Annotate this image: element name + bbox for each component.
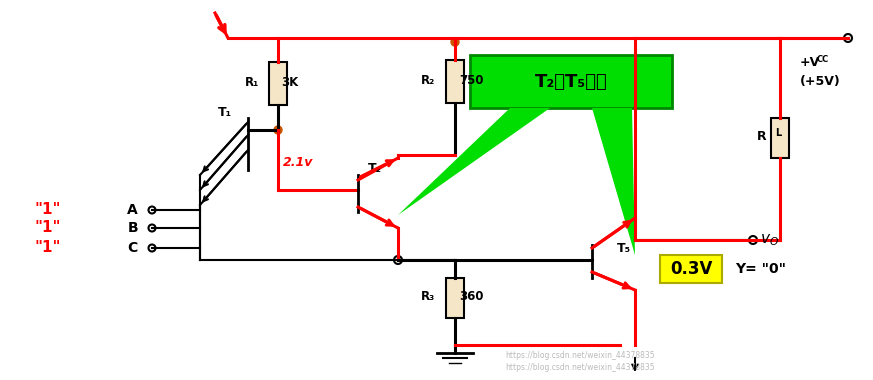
Text: T₅: T₅: [617, 242, 631, 255]
Bar: [771, 118, 789, 158]
Bar: [446, 60, 464, 103]
Text: T₂: T₂: [368, 162, 382, 174]
Text: R: R: [756, 130, 766, 142]
Bar: [446, 278, 464, 318]
Text: B: B: [127, 221, 138, 235]
Text: $v_O$: $v_O$: [760, 232, 779, 248]
Circle shape: [274, 126, 282, 134]
Text: C: C: [127, 241, 138, 255]
Circle shape: [451, 38, 459, 46]
Text: R₂: R₂: [421, 73, 435, 87]
Text: A: A: [127, 203, 138, 217]
Bar: [660, 255, 722, 283]
Text: Y= "0": Y= "0": [735, 262, 786, 276]
Text: R₃: R₃: [421, 290, 435, 302]
Text: 750: 750: [459, 73, 484, 87]
Polygon shape: [592, 108, 635, 255]
Text: 360: 360: [459, 290, 484, 302]
Text: T₁: T₁: [218, 106, 232, 119]
Text: 0.3V: 0.3V: [670, 260, 712, 278]
Text: 3K: 3K: [281, 76, 299, 90]
Text: "1": "1": [35, 203, 61, 217]
Text: T₂、T₅饱和: T₂、T₅饱和: [534, 73, 608, 90]
Text: L: L: [775, 128, 781, 138]
Text: https://blog.csdn.net/weixin_44378835: https://blog.csdn.net/weixin_44378835: [505, 364, 655, 372]
Text: "1": "1": [35, 241, 61, 255]
Text: CC: CC: [817, 55, 829, 65]
Text: 2.1v: 2.1v: [283, 155, 313, 168]
Text: +V: +V: [800, 55, 821, 68]
Bar: [269, 62, 287, 105]
Text: R₁: R₁: [244, 76, 259, 90]
Polygon shape: [398, 108, 550, 215]
Text: "1": "1": [35, 220, 61, 236]
Text: https://blog.csdn.net/weixin_44378835: https://blog.csdn.net/weixin_44378835: [505, 350, 655, 359]
Text: (+5V): (+5V): [800, 76, 841, 89]
Bar: [470, 55, 672, 108]
